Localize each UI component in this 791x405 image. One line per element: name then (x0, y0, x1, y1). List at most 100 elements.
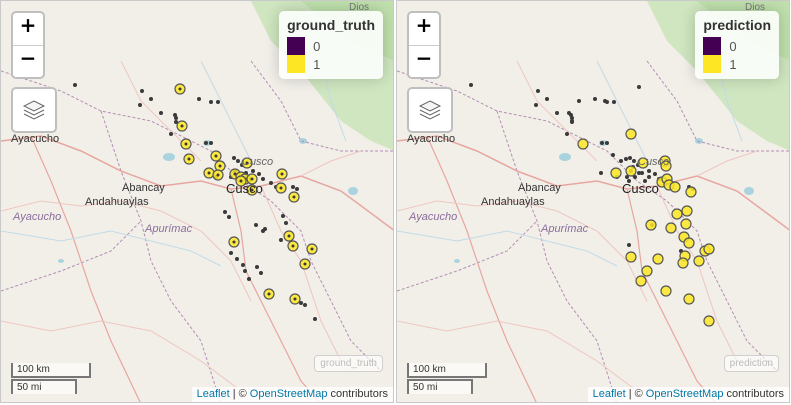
point-class-0[interactable] (627, 243, 631, 247)
point-class-0[interactable] (647, 169, 651, 173)
point-class-1[interactable] (683, 293, 695, 305)
point-class-0[interactable] (653, 172, 657, 176)
panel-label-button[interactable]: prediction (723, 355, 779, 372)
point-class-0[interactable] (605, 141, 609, 145)
point-class-1[interactable] (685, 186, 697, 198)
point-class-0[interactable] (197, 97, 201, 101)
osm-link[interactable]: OpenStreetMap (249, 388, 328, 400)
point-class-0[interactable] (624, 157, 628, 161)
point-class-1[interactable] (693, 255, 705, 267)
point-class-1[interactable] (625, 128, 637, 140)
point-class-0[interactable] (627, 179, 631, 183)
point-class-0[interactable] (254, 223, 258, 227)
point-class-0[interactable] (247, 277, 251, 281)
point-class-0[interactable] (570, 116, 574, 120)
point-class-0[interactable] (73, 83, 77, 87)
point-class-0[interactable] (295, 187, 299, 191)
point-class-0[interactable] (612, 100, 616, 104)
point-class-0[interactable] (303, 303, 307, 307)
zoom-out-button[interactable]: − (415, 46, 433, 70)
point-class-0[interactable] (567, 111, 571, 115)
point-class-0[interactable] (281, 214, 285, 218)
point-class-1[interactable] (610, 167, 622, 179)
point-class-0[interactable] (140, 89, 144, 93)
leaflet-link[interactable]: Leaflet (592, 388, 626, 400)
point-class-1[interactable] (665, 222, 677, 234)
point-class-1[interactable] (703, 243, 715, 255)
point-class-0[interactable] (593, 97, 597, 101)
point-class-0[interactable] (555, 111, 559, 115)
point-class-0[interactable] (241, 263, 245, 267)
point-class-0[interactable] (232, 156, 236, 160)
point-class-0[interactable] (243, 269, 247, 273)
point-class-0[interactable] (628, 156, 632, 160)
point-class-0[interactable] (637, 171, 641, 175)
point-class-0[interactable] (619, 159, 623, 163)
point-class-0[interactable] (599, 171, 603, 175)
point-class-0[interactable] (149, 97, 153, 101)
point-class-0[interactable] (209, 100, 213, 104)
layers-button[interactable] (11, 87, 57, 133)
point-class-1[interactable] (703, 315, 715, 327)
point-class-0[interactable] (577, 99, 581, 103)
point-class-0[interactable] (236, 159, 240, 163)
zoom-out-button[interactable]: − (19, 46, 37, 70)
point-class-0[interactable] (611, 153, 615, 157)
point-class-1[interactable] (669, 181, 681, 193)
point-class-1[interactable] (637, 157, 649, 169)
point-class-0[interactable] (625, 175, 629, 179)
panel-label-button[interactable]: ground_truth (314, 355, 383, 372)
point-class-0[interactable] (534, 103, 538, 107)
point-class-0[interactable] (174, 116, 178, 120)
point-class-0[interactable] (261, 177, 265, 181)
map-panel-prediction[interactable]: Ayacucho Abancay Andahuaylas Cusco Cusco… (396, 0, 790, 403)
point-class-1[interactable] (645, 219, 657, 231)
point-class-0[interactable] (227, 215, 231, 219)
point-class-0[interactable] (570, 119, 574, 123)
point-class-1[interactable] (671, 208, 683, 220)
point-class-0[interactable] (209, 141, 213, 145)
zoom-in-button[interactable]: + (409, 13, 439, 46)
point-class-0[interactable] (603, 99, 607, 103)
point-class-1[interactable] (652, 253, 664, 265)
point-class-0[interactable] (640, 171, 644, 175)
point-class-0[interactable] (257, 172, 261, 176)
point-class-0[interactable] (633, 175, 637, 179)
point-class-1[interactable] (660, 160, 672, 172)
point-class-0[interactable] (251, 169, 255, 173)
point-class-0[interactable] (223, 210, 227, 214)
point-class-0[interactable] (269, 181, 273, 185)
point-class-1[interactable] (625, 251, 637, 263)
zoom-in-button[interactable]: + (13, 13, 43, 46)
point-class-1[interactable] (677, 257, 689, 269)
point-class-1[interactable] (635, 275, 647, 287)
point-class-0[interactable] (279, 238, 283, 242)
point-class-0[interactable] (255, 265, 259, 269)
layers-button[interactable] (407, 87, 453, 133)
point-class-1[interactable] (680, 218, 692, 230)
point-class-1[interactable] (660, 285, 672, 297)
point-class-0[interactable] (536, 89, 540, 93)
point-class-0[interactable] (643, 179, 647, 183)
point-class-0[interactable] (600, 141, 604, 145)
point-class-0[interactable] (291, 185, 295, 189)
osm-link[interactable]: OpenStreetMap (645, 388, 724, 400)
point-class-0[interactable] (565, 132, 569, 136)
point-class-0[interactable] (299, 301, 303, 305)
point-class-1[interactable] (625, 165, 637, 177)
point-class-0[interactable] (229, 251, 233, 255)
point-class-0[interactable] (469, 83, 473, 87)
point-class-0[interactable] (284, 221, 288, 225)
point-class-0[interactable] (632, 159, 636, 163)
point-class-0[interactable] (647, 175, 651, 179)
point-class-1[interactable] (641, 265, 653, 277)
point-class-1[interactable] (681, 205, 693, 217)
point-class-0[interactable] (138, 103, 142, 107)
point-class-1[interactable] (577, 138, 589, 150)
point-class-0[interactable] (204, 141, 208, 145)
point-class-0[interactable] (637, 85, 641, 89)
point-class-0[interactable] (263, 227, 267, 231)
map-panel-ground-truth[interactable]: Ayacucho Abancay Andahuaylas Cusco Cusco… (0, 0, 394, 403)
point-class-0[interactable] (235, 257, 239, 261)
point-class-0[interactable] (545, 97, 549, 101)
